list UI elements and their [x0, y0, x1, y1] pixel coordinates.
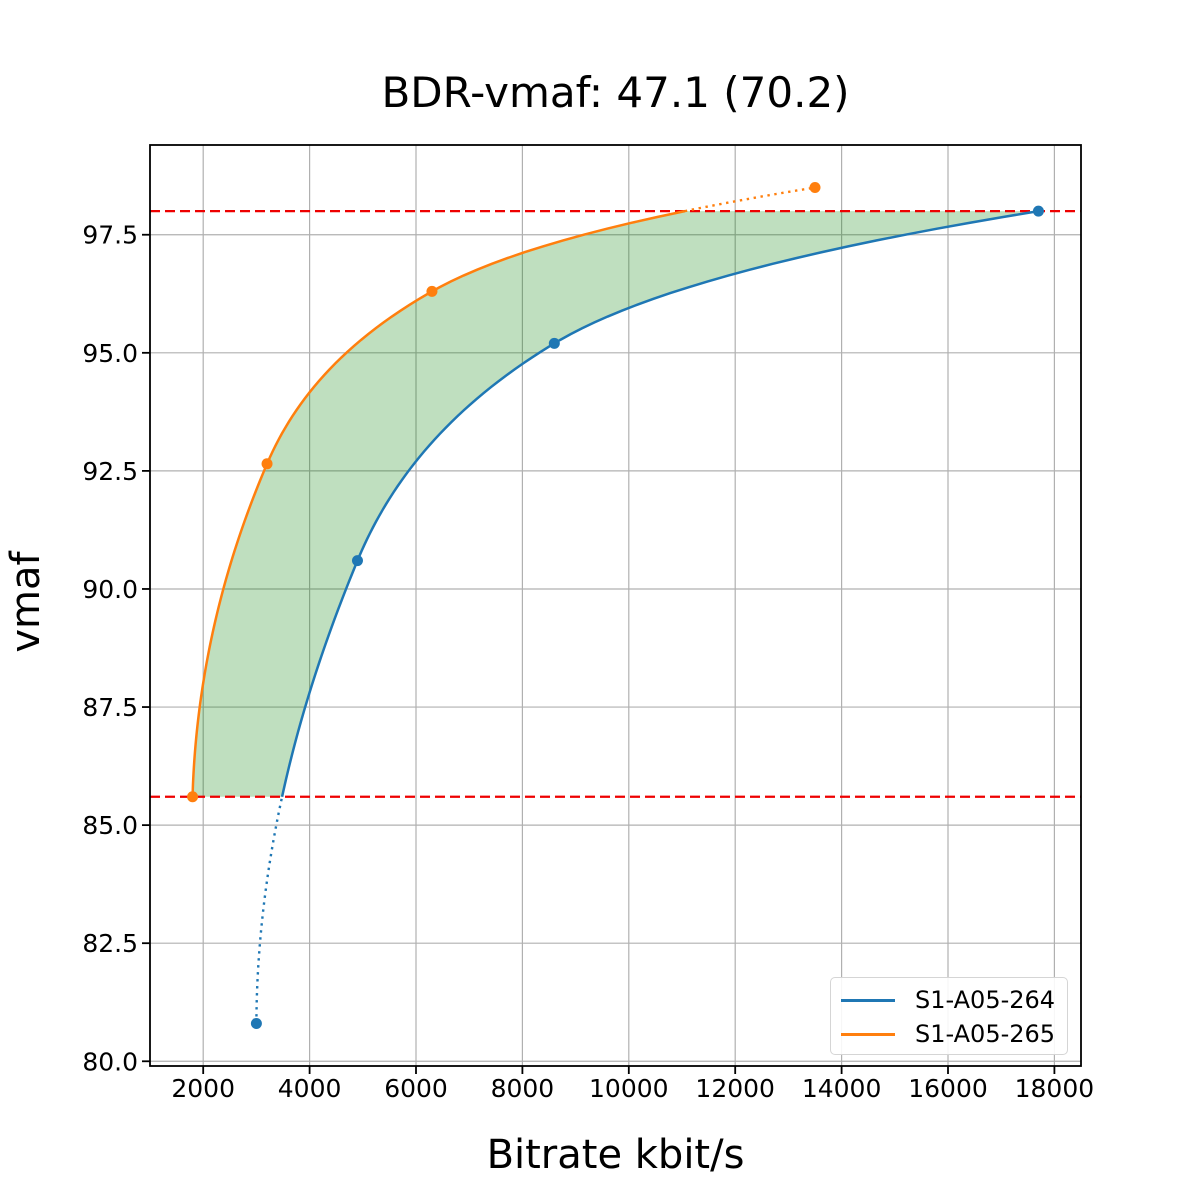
y-tick-label-97.5: 97.5: [82, 221, 138, 250]
y-tick-label-82.5: 82.5: [82, 929, 138, 958]
legend-item-label: S1-A05-264: [915, 986, 1056, 1014]
x-tick-label-4000: 4000: [278, 1074, 342, 1103]
x-tick-label-8000: 8000: [491, 1074, 555, 1103]
marker-S1-A05-264-0: [250, 1017, 262, 1029]
legend-line-swatch: [841, 1032, 895, 1036]
x-tick-label-12000: 12000: [695, 1074, 775, 1103]
marker-S1-A05-265-2: [426, 285, 438, 297]
x-tick-label-16000: 16000: [908, 1074, 988, 1103]
x-tick-label-10000: 10000: [589, 1074, 669, 1103]
marker-S1-A05-265-3: [809, 182, 821, 194]
curve-S1-A05-265-dotted-high: [684, 186, 816, 213]
legend-item-S1-A05-265: S1-A05-265: [831, 1017, 1067, 1051]
x-tick-label-14000: 14000: [802, 1074, 882, 1103]
y-tick-label-80.0: 80.0: [82, 1047, 138, 1076]
y-tick-label-95.0: 95.0: [82, 339, 138, 368]
marker-S1-A05-264-2: [548, 337, 560, 349]
y-tick-label-87.5: 87.5: [82, 693, 138, 722]
legend-item-label: S1-A05-265: [915, 1020, 1056, 1048]
marker-S1-A05-264-1: [351, 555, 363, 567]
x-tick-label-18000: 18000: [1015, 1074, 1095, 1103]
legend-line-swatch: [841, 998, 895, 1002]
curve-S1-A05-265-solid: [191, 209, 686, 797]
x-axis-label: Bitrate kbit/s: [486, 1132, 745, 1178]
y-tick-label-90.0: 90.0: [82, 575, 138, 604]
legend-item-S1-A05-264: S1-A05-264: [831, 983, 1067, 1017]
y-tick-label-85.0: 85.0: [82, 811, 138, 840]
bdr-shaded-region: [192, 211, 1039, 797]
marker-S1-A05-264-3: [1032, 205, 1044, 217]
x-tick-label-6000: 6000: [384, 1074, 448, 1103]
curve-S1-A05-264-solid: [280, 209, 1039, 798]
plot-border: [149, 144, 1082, 1067]
x-tick-label-2000: 2000: [171, 1074, 235, 1103]
curve-S1-A05-264-dotted-low: [255, 796, 284, 1024]
marker-S1-A05-265-1: [261, 458, 273, 470]
chart-title: BDR-vmaf: 47.1 (70.2): [381, 68, 850, 117]
y-tick-label-92.5: 92.5: [82, 457, 138, 486]
marker-S1-A05-265-0: [187, 791, 199, 803]
y-axis-label: vmaf: [3, 551, 49, 653]
legend: S1-A05-264 S1-A05-265: [830, 977, 1068, 1055]
